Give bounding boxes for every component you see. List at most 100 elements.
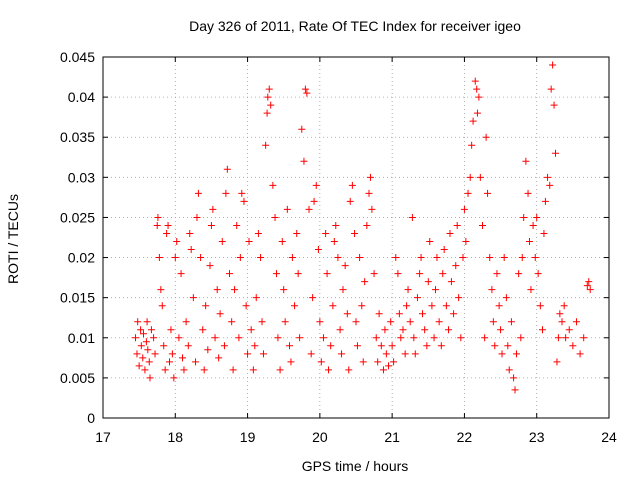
data-point (209, 205, 217, 213)
data-point (511, 386, 519, 394)
x-tick-label: 22 (457, 429, 473, 445)
data-point (433, 254, 441, 262)
data-point (262, 141, 270, 149)
y-tick-label: 0.015 (60, 290, 95, 306)
data-point (464, 189, 472, 197)
data-point (312, 181, 320, 189)
data-point (303, 89, 311, 97)
data-point (144, 346, 152, 354)
data-point (179, 354, 187, 362)
data-point (280, 286, 288, 294)
data-point (452, 262, 460, 270)
data-point (562, 334, 570, 342)
y-tick-label: 0.02 (68, 250, 95, 266)
data-point (544, 173, 552, 181)
data-point (460, 205, 468, 213)
data-point (361, 278, 369, 286)
data-point (220, 342, 228, 350)
data-point (160, 342, 168, 350)
data-point (385, 362, 393, 370)
data-point (180, 366, 188, 374)
data-point (135, 362, 143, 370)
data-point (479, 221, 486, 229)
data-point (565, 326, 573, 334)
data-point (218, 238, 226, 246)
data-point (339, 286, 347, 294)
x-tick-label: 19 (240, 429, 256, 445)
data-point (439, 270, 447, 278)
data-point (382, 350, 390, 358)
data-point (473, 85, 481, 93)
data-point (133, 350, 141, 358)
x-tick-label: 24 (601, 429, 617, 445)
data-point (471, 77, 479, 85)
data-point (249, 366, 257, 374)
data-point (416, 270, 424, 278)
data-point (546, 181, 554, 189)
data-point (288, 254, 296, 262)
data-point (151, 350, 159, 358)
data-point (222, 189, 230, 197)
y-axis-title: ROTI / TECUs (5, 194, 21, 284)
data-point (264, 93, 272, 101)
data-point (547, 85, 555, 93)
plot-border (102, 56, 610, 419)
data-point (309, 294, 317, 302)
data-point (287, 358, 295, 366)
data-point (167, 326, 175, 334)
data-point (200, 366, 208, 374)
data-point (507, 318, 515, 326)
data-point (164, 221, 172, 229)
data-point (330, 238, 338, 246)
data-point (168, 350, 176, 358)
data-point (540, 229, 548, 237)
data-point (348, 181, 356, 189)
data-point (486, 254, 494, 262)
data-point (202, 302, 210, 310)
data-point (366, 173, 374, 181)
data-point (476, 173, 484, 181)
data-point (146, 374, 154, 382)
x-axis-title: GPS time / hours (302, 458, 409, 474)
data-point (175, 334, 183, 342)
data-point (534, 270, 542, 278)
data-point (334, 254, 342, 262)
data-point (194, 189, 202, 197)
data-point (187, 246, 195, 254)
data-point (192, 358, 200, 366)
data-point (379, 366, 387, 374)
data-point (251, 342, 259, 350)
data-point (252, 294, 260, 302)
data-point (410, 334, 418, 342)
data-point (300, 157, 308, 165)
data-point (341, 262, 349, 270)
data-point (274, 334, 282, 342)
data-point (473, 109, 481, 117)
data-point (245, 238, 253, 246)
data-point (484, 189, 492, 197)
data-point (204, 346, 212, 354)
data-point (468, 141, 476, 149)
data-point (512, 350, 520, 358)
data-point (137, 326, 145, 334)
data-point (336, 326, 344, 334)
data-point (197, 254, 205, 262)
data-point (244, 350, 252, 358)
data-point (488, 286, 496, 294)
data-point (139, 330, 147, 338)
data-point (377, 342, 385, 350)
data-point (226, 270, 233, 278)
data-point (213, 286, 221, 294)
data-point (141, 366, 149, 374)
data-point (182, 318, 190, 326)
data-point (455, 294, 463, 302)
data-point (285, 342, 293, 350)
data-point (522, 157, 530, 165)
data-point (450, 310, 458, 318)
data-point (580, 334, 588, 342)
data-point (459, 254, 467, 262)
data-point (263, 109, 271, 117)
data-point (426, 238, 434, 246)
data-point (558, 318, 566, 326)
data-point (541, 197, 549, 205)
